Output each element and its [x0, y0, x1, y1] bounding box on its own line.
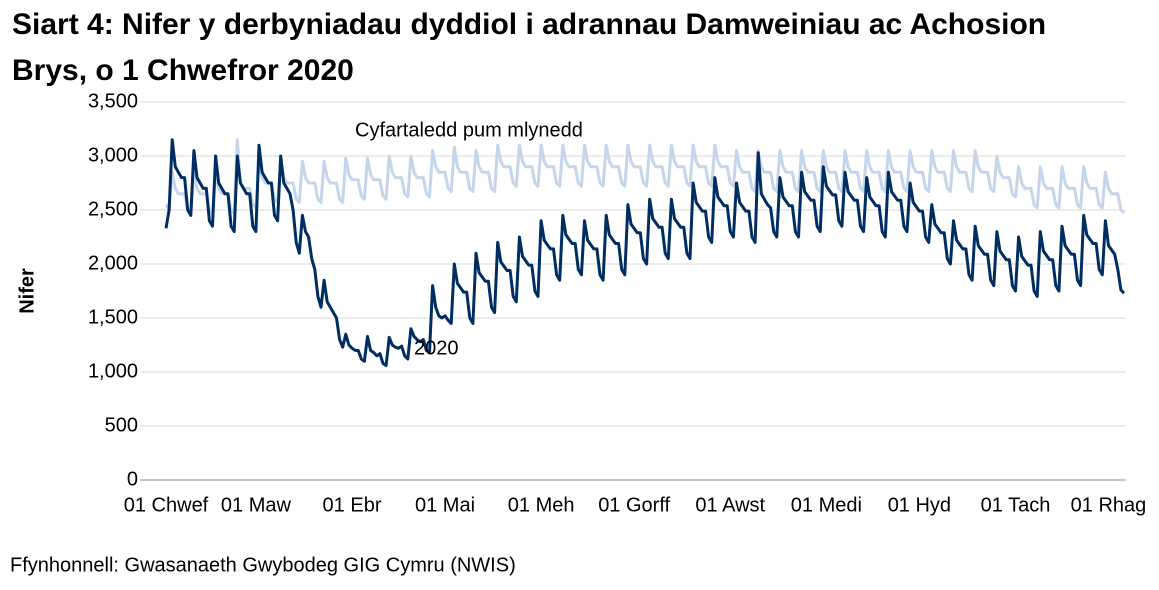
- series-label: 2020: [414, 337, 459, 359]
- x-tick-label: 01 Maw: [221, 494, 292, 516]
- y-axis-label: Nifer: [16, 268, 38, 314]
- x-tick-label: 01 Meh: [508, 494, 575, 516]
- x-tick-label: 01 Awst: [695, 494, 765, 516]
- y-tick-label: 0: [127, 468, 138, 490]
- y-tick-label: 2,000: [88, 252, 138, 274]
- y-tick-label: 2,500: [88, 198, 138, 220]
- x-tick-label: 01 Tach: [981, 494, 1051, 516]
- chart-title: Siart 4: Nifer y derbyniadau dyddiol i a…: [12, 8, 1047, 87]
- source-note: Ffynhonnell: Gwasanaeth Gwybodeg GIG Cym…: [10, 554, 516, 576]
- series-line: [164, 138, 1126, 215]
- x-tick-label: 01 Hyd: [888, 494, 951, 516]
- y-tick-label: 3,500: [88, 90, 138, 112]
- y-tick-label: 1,000: [88, 360, 138, 382]
- y-tick-label: 500: [105, 414, 138, 436]
- y-tick-label: 3,000: [88, 144, 138, 166]
- x-tick-label: 01 Chwef: [124, 494, 209, 516]
- x-tick-label: 01 Gorff: [598, 494, 670, 516]
- x-tick-label: 01 Medi: [791, 494, 862, 516]
- series-label: Cyfartaledd pum mlynedd: [355, 119, 583, 141]
- x-tick-label: 01 Mai: [415, 494, 475, 516]
- x-tick-label: 01 Rhag: [1071, 494, 1147, 516]
- x-tick-label: 01 Ebr: [323, 494, 382, 516]
- series-line: [164, 138, 1126, 367]
- y-tick-label: 1,500: [88, 306, 138, 328]
